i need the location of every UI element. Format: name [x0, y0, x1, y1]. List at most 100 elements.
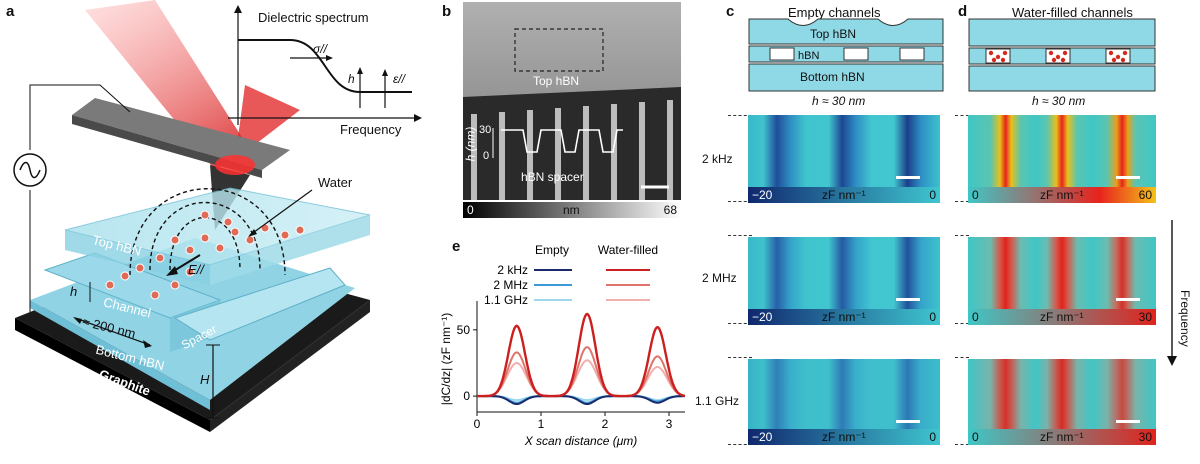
colorbar-water-2khz: 0 zF nm⁻¹ 60	[968, 187, 1156, 203]
separator	[728, 201, 752, 202]
afm-scale-max: 68	[663, 203, 677, 217]
afm-tick-30: 30	[479, 124, 492, 136]
y-axis-label: |dC/dz| (zF nm⁻¹)	[440, 313, 453, 406]
afm-tick-0: 0	[483, 150, 490, 162]
colorbar-min: −20	[752, 188, 773, 202]
separator	[955, 323, 969, 324]
colorbar-empty-2mhz: −20 zF nm⁻¹ 0	[748, 309, 940, 325]
colorbar-min: 0	[972, 188, 979, 202]
legend-row-label: 2 MHz	[493, 278, 528, 292]
colorbar-max: 60	[1138, 188, 1152, 202]
colorbar-water-2mhz: 0 zF nm⁻¹ 30	[968, 309, 1156, 325]
colorbar-max: 30	[1138, 310, 1152, 324]
y-tick-label: 50	[457, 323, 471, 337]
sigma-label: σ//	[313, 42, 327, 56]
x-tick-label: 3	[666, 417, 673, 431]
colorbar-max: 0	[929, 430, 936, 444]
panel-label-a: a	[6, 3, 15, 20]
colorbar-max: 0	[929, 310, 936, 324]
epsilon-label: ε//	[393, 72, 405, 86]
map-empty-2mhz	[748, 237, 940, 309]
scale-bar	[1116, 298, 1140, 301]
colorbar-water-1ghz: 0 zF nm⁻¹ 30	[968, 429, 1156, 445]
separator	[728, 323, 752, 324]
colorbar-unit: zF nm⁻¹	[822, 310, 866, 324]
panel-d-title: Water-filled channels	[1012, 5, 1133, 20]
colorbar-max: 0	[929, 188, 936, 202]
freq-row-2khz: 2 kHz	[702, 152, 733, 166]
x-axis-label: X scan distance (μm)	[524, 434, 638, 448]
separator	[955, 357, 969, 358]
frequency-axis-label: Frequency	[340, 122, 402, 137]
series-line-empty-2khz	[477, 395, 685, 405]
colorbar-min: 0	[972, 310, 979, 324]
x-tick-label: 2	[602, 417, 609, 431]
c-bottom-hbn-label: Bottom hBN	[800, 70, 865, 84]
colorbar-empty-2khz: −20 zF nm⁻¹ 0	[748, 187, 940, 203]
legend-header-empty: Empty	[535, 243, 569, 257]
d-h-label: h ≈ 30 nm	[1032, 94, 1086, 108]
x-tick-label: 0	[474, 417, 481, 431]
panel-c-title: Empty channels	[788, 5, 881, 20]
colorbar-unit: zF nm⁻¹	[1040, 310, 1084, 324]
map-empty-2khz	[748, 115, 940, 187]
spectrum-title: Dielectric spectrum	[258, 10, 369, 25]
afm-spacer-label: hBN spacer	[521, 170, 584, 184]
legend-row-label: 2 kHz	[497, 263, 528, 277]
separator	[728, 235, 752, 236]
colorbar-unit: zF nm⁻¹	[1040, 188, 1084, 202]
separator	[728, 115, 752, 116]
map-empty-1ghz	[748, 359, 940, 429]
panel-label-e: e	[452, 238, 461, 255]
panel-label-c: c	[726, 3, 735, 20]
afm-h-axis-label: h (nm)	[463, 126, 478, 162]
y-tick-label: 0	[463, 389, 470, 403]
afm-image: Top hBN h (nm) 30 0 hBN spacer	[463, 2, 681, 200]
freq-row-2mhz: 2 MHz	[702, 271, 737, 285]
afm-scale-unit: nm	[563, 203, 580, 217]
x-tick-label: 1	[538, 417, 545, 431]
scale-bar	[1116, 176, 1140, 179]
h-dimension-label: h	[70, 284, 78, 299]
colorbar-min: −20	[752, 430, 773, 444]
map-water-2mhz	[968, 237, 1156, 309]
scale-bar	[896, 298, 920, 301]
panel-e-chart: 0 1 2 3 0 50 X scan distance (μm) |dC/dz| (zF n…	[440, 243, 686, 448]
separator	[728, 357, 752, 358]
colorbar-unit: zF nm⁻¹	[1040, 430, 1084, 444]
legend-header-water: Water-filled	[598, 243, 658, 257]
c-h-label: h ≈ 30 nm	[812, 94, 866, 108]
empty-channel-schematic	[748, 18, 944, 92]
separator	[955, 235, 969, 236]
freq-row-1ghz: 1.1 GHz	[695, 394, 740, 408]
afm-top-hbn-label: Top hBN	[533, 74, 580, 88]
map-water-2khz	[968, 115, 1156, 187]
scale-bar	[1116, 420, 1140, 423]
c-top-hbn-label: Top hBN	[810, 27, 857, 41]
scale-bar	[896, 420, 920, 423]
colorbar-max: 30	[1138, 430, 1152, 444]
series-line-waterfilled-2mhz	[477, 346, 686, 398]
colorbar-empty-1ghz: −20 zF nm⁻¹ 0	[748, 429, 940, 445]
map-water-1ghz	[968, 359, 1156, 429]
H-dimension-label: H	[200, 372, 210, 387]
h-spectrum-label: h	[348, 72, 355, 86]
colorbar-unit: zF nm⁻¹	[822, 430, 866, 444]
panel-label-d: d	[958, 3, 968, 20]
afm-colorbar: 0 nm 68	[463, 202, 681, 218]
frequency-arrow-label: Frequency	[1178, 290, 1192, 347]
e-field-label: E//	[188, 262, 204, 277]
afm-scale-min: 0	[467, 203, 474, 217]
panel-a-illustration	[13, 0, 422, 432]
c-hbn-label: hBN	[798, 50, 820, 62]
legend-row-label: 1.1 GHz	[484, 293, 528, 307]
colorbar-min: 0	[972, 430, 979, 444]
panel-label-b: b	[442, 3, 452, 20]
series-line-waterfilled-11ghz	[477, 359, 686, 398]
water-label: Water	[318, 175, 353, 190]
colorbar-unit: zF nm⁻¹	[822, 188, 866, 202]
scale-bar	[896, 176, 920, 179]
separator	[955, 444, 969, 445]
separator	[955, 115, 969, 116]
water-channel-schematic	[968, 18, 1156, 92]
